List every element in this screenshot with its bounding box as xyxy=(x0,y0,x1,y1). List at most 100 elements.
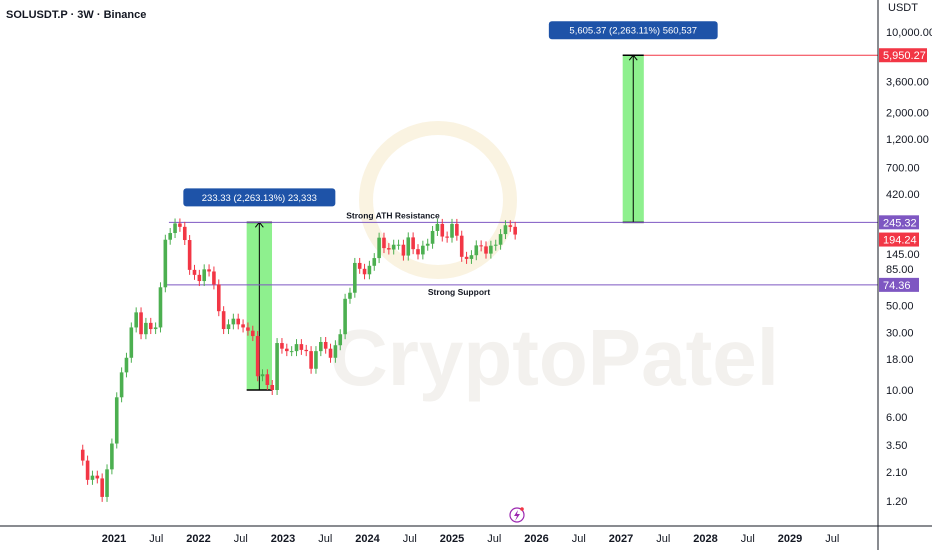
candle-down xyxy=(440,223,445,237)
time-tick-label: Jul xyxy=(572,533,586,545)
candle-down xyxy=(100,478,104,497)
candle-up xyxy=(333,345,338,358)
candle-down xyxy=(187,240,192,270)
candle-down xyxy=(192,269,197,275)
candle-down xyxy=(387,248,391,250)
price-tick-label: 1,200.00 xyxy=(886,134,929,146)
candle-down xyxy=(411,237,415,250)
candle-down xyxy=(382,237,386,249)
candle-up xyxy=(231,318,236,325)
candle-down xyxy=(241,324,245,328)
candle-down xyxy=(513,226,517,235)
candle-up xyxy=(275,343,279,390)
currency-label[interactable]: USDT xyxy=(888,2,918,14)
price-tick-label: 3,600.00 xyxy=(886,77,929,89)
candle-down xyxy=(309,351,313,369)
candle-down xyxy=(265,374,270,386)
price-tick-label: 18.00 xyxy=(886,354,914,366)
candle-up xyxy=(129,327,134,358)
price-tick-label: 1.20 xyxy=(886,496,907,508)
time-tick-label: 2029 xyxy=(778,533,802,545)
candle-down xyxy=(95,475,100,479)
price-tick-label: 50.00 xyxy=(886,301,914,313)
candle-down xyxy=(464,256,469,259)
time-tick-label: 2026 xyxy=(524,533,548,545)
candle-up xyxy=(367,265,372,275)
price-tick-label: 10.00 xyxy=(886,385,914,397)
candle-down xyxy=(212,271,216,285)
candle-up xyxy=(421,245,425,255)
candle-up xyxy=(338,334,343,346)
candle-up xyxy=(348,292,352,299)
candle-down xyxy=(484,246,488,254)
time-tick-label: Jul xyxy=(149,533,163,545)
candle-down xyxy=(280,343,284,349)
time-tick-label: 2021 xyxy=(102,533,126,545)
candle-down xyxy=(236,318,241,325)
candle-up xyxy=(119,372,124,398)
candle-up xyxy=(498,234,503,245)
measure-label-box xyxy=(548,21,718,40)
time-tick-label: Jul xyxy=(234,533,248,545)
candle-up xyxy=(90,475,95,480)
candle-up xyxy=(114,397,119,444)
candle-down xyxy=(255,336,260,377)
candle-down xyxy=(455,223,459,236)
candle-down xyxy=(362,268,367,275)
candle-down xyxy=(285,348,289,352)
candle-down xyxy=(357,262,362,269)
measure-label: 233.33 (2,263.13%) 23,333 xyxy=(202,193,317,204)
candle-up xyxy=(110,443,114,470)
candle-down xyxy=(178,223,182,227)
time-tick-label: 2028 xyxy=(693,533,717,545)
candle-down xyxy=(479,245,483,247)
time-tick-label: Jul xyxy=(825,533,839,545)
candle-up xyxy=(168,233,172,240)
candle-up xyxy=(314,351,318,369)
symbol-title: SOLUSDT.P · 3W · Binance xyxy=(6,9,147,21)
price-tick-label: 10,000.00 xyxy=(886,27,932,39)
time-tick-label: Jul xyxy=(656,533,670,545)
candle-up xyxy=(105,469,109,497)
candle-up xyxy=(469,255,474,259)
candle-down xyxy=(401,244,406,256)
candle-up xyxy=(173,223,177,234)
candle-up xyxy=(474,245,479,256)
candle-up xyxy=(124,357,129,373)
last-price-label: 194.24 xyxy=(883,235,917,247)
candle-down xyxy=(207,269,211,272)
candle-up xyxy=(353,262,357,293)
candle-up xyxy=(425,243,430,246)
candle-up xyxy=(396,244,401,246)
candle-up xyxy=(153,327,158,330)
candle-up xyxy=(163,239,168,288)
candle-down xyxy=(148,322,153,330)
candle-down xyxy=(299,344,304,350)
candle-up xyxy=(202,269,207,282)
measure-label-box xyxy=(183,188,336,207)
price-tick-label: 3.50 xyxy=(886,440,907,452)
watermark-logo: CryptoPatel xyxy=(330,121,779,402)
candle-down xyxy=(445,236,449,238)
candle-up xyxy=(158,287,163,328)
candle-down xyxy=(216,284,221,312)
candle-up xyxy=(319,341,323,352)
candle-up xyxy=(289,351,294,353)
time-tick-label: Jul xyxy=(741,533,755,545)
time-tick-label: 2025 xyxy=(440,533,464,545)
price-tag xyxy=(879,215,919,230)
level-annotation: Strong Support xyxy=(428,287,490,297)
event-dot xyxy=(520,507,524,511)
candle-up xyxy=(503,225,508,235)
candle-down xyxy=(323,341,328,349)
candle-down xyxy=(304,349,309,352)
candle-down xyxy=(416,249,420,255)
price-tag-label: 245.32 xyxy=(883,217,917,229)
candle-down xyxy=(246,327,250,331)
time-tick-label: Jul xyxy=(318,533,332,545)
price-tick-label: 6.00 xyxy=(886,412,907,424)
price-tick-label: 30.00 xyxy=(886,327,914,339)
lightning-glyph xyxy=(514,510,520,521)
time-tick-label: 2022 xyxy=(186,533,210,545)
